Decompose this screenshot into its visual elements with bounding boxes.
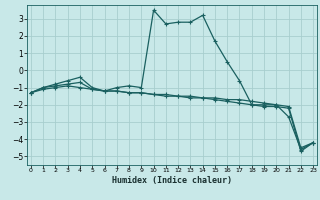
X-axis label: Humidex (Indice chaleur): Humidex (Indice chaleur) xyxy=(112,176,232,185)
